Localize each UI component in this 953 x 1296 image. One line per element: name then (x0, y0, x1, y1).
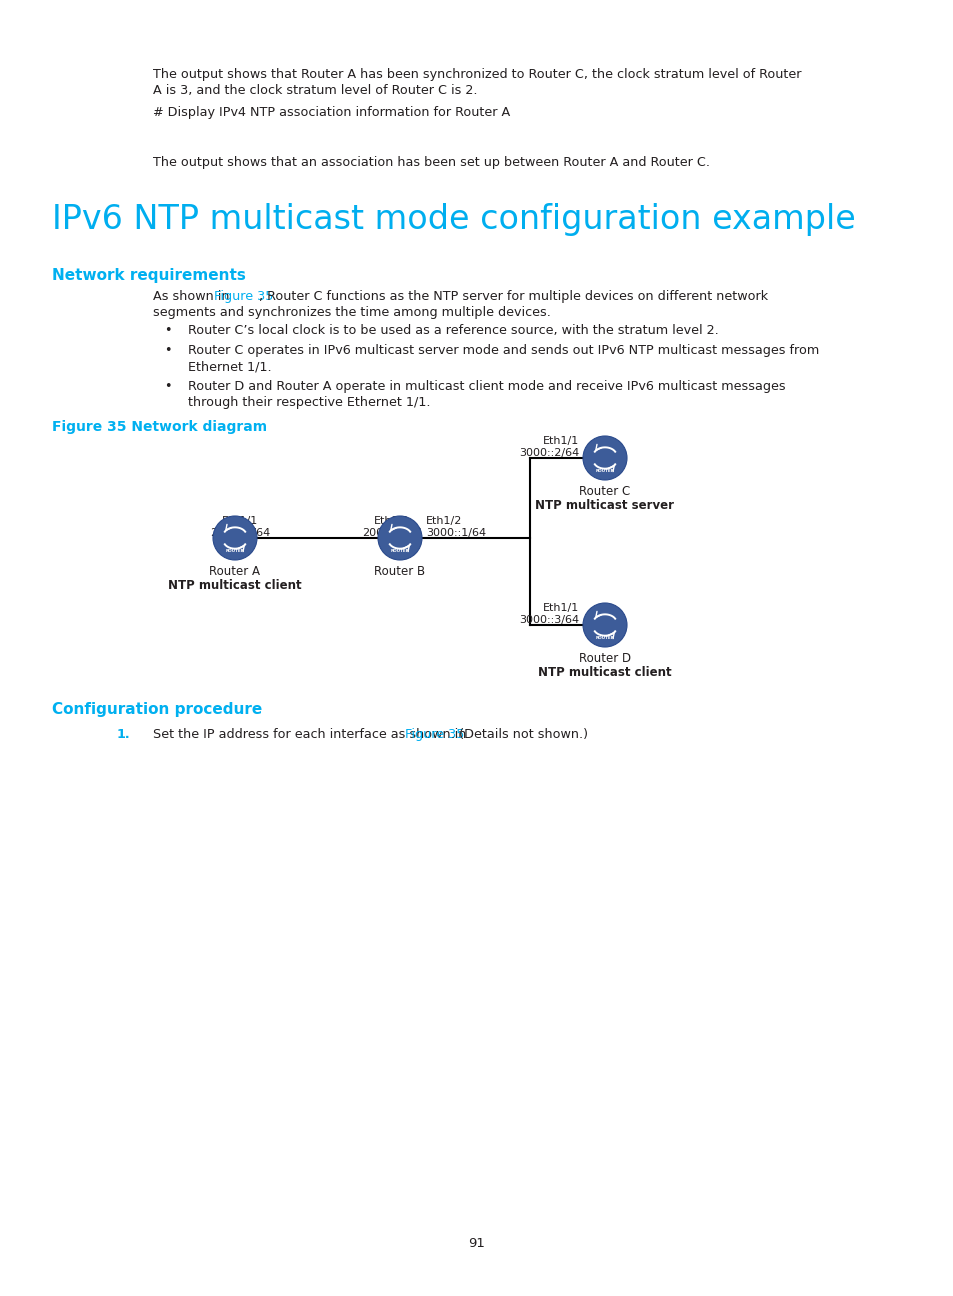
Text: 3000::1/64: 3000::1/64 (426, 527, 486, 538)
Text: Figure 35: Figure 35 (405, 728, 464, 741)
Text: Eth1/2: Eth1/2 (426, 516, 462, 526)
Text: Eth1/1: Eth1/1 (542, 435, 578, 446)
Text: segments and synchronizes the time among multiple devices.: segments and synchronizes the time among… (152, 306, 550, 319)
Text: Router C operates in IPv6 multicast server mode and sends out IPv6 NTP multicast: Router C operates in IPv6 multicast serv… (188, 343, 819, 356)
Text: Router D: Router D (578, 652, 630, 665)
Circle shape (582, 603, 626, 647)
Text: Router A: Router A (210, 565, 260, 578)
Text: Eth1/1: Eth1/1 (222, 516, 258, 526)
Text: 3000::3/64: 3000::3/64 (518, 616, 578, 625)
Text: , Router C functions as the NTP server for multiple devices on different network: , Router C functions as the NTP server f… (259, 290, 767, 303)
Text: 2000::1/64: 2000::1/64 (210, 527, 270, 538)
Text: ROUTER: ROUTER (595, 469, 614, 473)
Text: •: • (164, 324, 172, 337)
Text: As shown in: As shown in (152, 290, 233, 303)
Text: The output shows that Router A has been synchronized to Router C, the clock stra: The output shows that Router A has been … (152, 67, 801, 80)
Text: A is 3, and the clock stratum level of Router C is 2.: A is 3, and the clock stratum level of R… (152, 84, 477, 97)
Text: 91: 91 (468, 1236, 485, 1251)
Text: IPv6 NTP multicast mode configuration example: IPv6 NTP multicast mode configuration ex… (52, 203, 855, 236)
Text: Figure 35: Figure 35 (213, 290, 273, 303)
Text: Figure 35 Network diagram: Figure 35 Network diagram (52, 420, 267, 434)
Text: Ethernet 1/1.: Ethernet 1/1. (188, 360, 272, 373)
Text: Router C’s local clock is to be used as a reference source, with the stratum lev: Router C’s local clock is to be used as … (188, 324, 718, 337)
Text: . (Details not shown.): . (Details not shown.) (451, 728, 587, 741)
Text: ROUTER: ROUTER (390, 548, 409, 553)
Text: Network requirements: Network requirements (52, 268, 246, 283)
Text: NTP multicast server: NTP multicast server (535, 499, 674, 512)
Text: Router C: Router C (578, 485, 630, 498)
Text: •: • (164, 380, 172, 393)
Text: Set the IP address for each interface as shown in: Set the IP address for each interface as… (152, 728, 470, 741)
Text: ROUTER: ROUTER (225, 548, 244, 553)
Text: NTP multicast client: NTP multicast client (168, 579, 301, 592)
Circle shape (377, 516, 421, 560)
Text: Router D and Router A operate in multicast client mode and receive IPv6 multicas: Router D and Router A operate in multica… (188, 380, 785, 393)
Text: NTP multicast client: NTP multicast client (537, 666, 671, 679)
Text: # Display IPv4 NTP association information for Router A: # Display IPv4 NTP association informati… (152, 106, 510, 119)
Text: The output shows that an association has been set up between Router A and Router: The output shows that an association has… (152, 156, 709, 168)
Text: 3000::2/64: 3000::2/64 (518, 448, 578, 457)
Text: ROUTER: ROUTER (595, 636, 614, 640)
Text: Eth1/1: Eth1/1 (374, 516, 410, 526)
Text: through their respective Ethernet 1/1.: through their respective Ethernet 1/1. (188, 397, 430, 410)
Text: Eth1/1: Eth1/1 (542, 603, 578, 613)
Text: Router B: Router B (374, 565, 425, 578)
Text: •: • (164, 343, 172, 356)
Text: 1.: 1. (116, 728, 130, 741)
Circle shape (213, 516, 256, 560)
Text: 2000::2/64: 2000::2/64 (361, 527, 422, 538)
Text: Configuration procedure: Configuration procedure (52, 702, 262, 717)
Circle shape (582, 435, 626, 480)
